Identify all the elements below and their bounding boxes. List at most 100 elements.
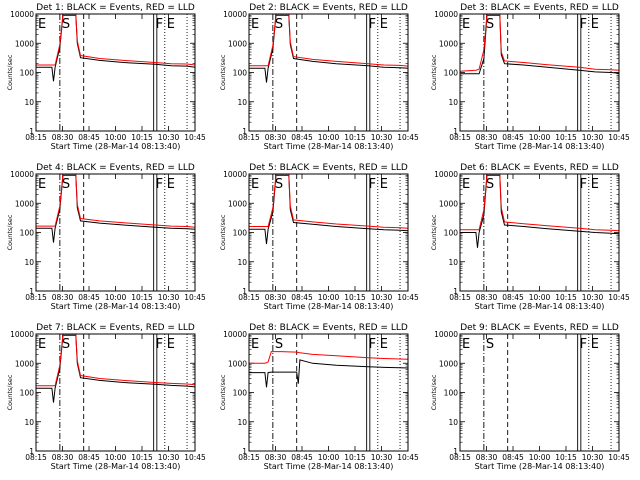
x-tick-label: 08:15 [238,453,260,462]
x-tick-label: 08:30 [52,293,74,302]
panel-title: Det 9: BLACK = Events, RED = LLD [460,323,619,333]
y-tick-label: 100 [20,389,35,398]
x-tick-label: 10:30 [158,453,180,462]
event-marker-label: E [591,177,599,192]
event-marker-label: S [486,177,494,192]
series-events-line [249,14,408,83]
x-axis-label: Start Time (28-Mar-14 08:13:40) [51,302,181,311]
panel-title: Det 2: BLACK = Events, RED = LLD [249,3,408,13]
series-events-line [249,174,408,245]
x-tick-label: 08:30 [52,453,74,462]
panel-det-2: Det 2: BLACK = Events, RED = LLD 1 10 100 10… [219,3,419,151]
x-tick-label: 08:45 [78,293,100,302]
panel-det-1: Det 1: BLACK = Events, RED = LLD 1 10 100 10… [6,3,206,151]
event-marker-label: F [580,177,587,192]
y-tick-label: 10000 [10,170,34,179]
plot-frame [248,173,409,292]
x-tick-label: 08:45 [78,133,100,142]
plot-frame [459,13,620,132]
x-tick-label: 08:45 [502,293,524,302]
panel-title: Det 5: BLACK = Events, RED = LLD [249,163,408,173]
y-tick-label: 1000 [439,359,458,368]
y-tick-label: 100 [233,389,248,398]
x-tick-label: 08:45 [291,293,313,302]
y-tick-label: 1000 [15,199,34,208]
event-marker-label: E [167,17,175,32]
event-marker-label: S [62,337,70,352]
x-tick-label: 10:45 [608,133,630,142]
y-tick-label: 10 [448,258,458,267]
x-tick-label: 08:15 [449,453,471,462]
y-tick-label: 10 [237,98,247,107]
x-axis-label: Start Time (28-Mar-14 08:13:40) [475,302,605,311]
y-tick-label: 10 [237,258,247,267]
panel-det-3: Det 3: BLACK = Events, RED = LLD 1 10 100 10… [430,3,630,151]
panel-det-7: Det 7: BLACK = Events, RED = LLD 1 10 100 10… [6,323,206,471]
event-marker-label: E [462,17,470,32]
y-tick-label: 1 [242,447,247,456]
x-tick-label: 08:15 [238,133,260,142]
event-marker-label: F [369,17,376,32]
x-tick-label: 10:45 [184,133,206,142]
x-tick-label: 10:00 [318,133,340,142]
y-tick-label: 10 [24,418,34,427]
event-marker-label: F [369,177,376,192]
x-tick-label: 08:30 [476,453,498,462]
panel-title: Det 3: BLACK = Events, RED = LLD [460,3,619,13]
y-axis-label: Counts/sec [6,54,14,90]
y-tick-label: 100 [444,229,459,238]
y-tick-label: 100 [233,229,248,238]
x-tick-label: 10:30 [158,293,180,302]
x-tick-label: 08:15 [25,133,47,142]
y-axis-label: Counts/sec [430,54,438,90]
x-tick-label: 10:30 [371,453,393,462]
series-events-line [460,174,619,248]
y-tick-label: 10000 [10,10,34,19]
x-tick-label: 08:15 [25,453,47,462]
x-tick-label: 10:45 [397,293,419,302]
series-lld-line [460,174,619,232]
y-tick-label: 1000 [15,359,34,368]
y-tick-label: 1000 [228,359,247,368]
y-tick-label: 100 [444,69,459,78]
x-tick-label: 10:30 [371,293,393,302]
x-tick-label: 08:30 [476,293,498,302]
y-axis-label: Counts/sec [430,214,438,250]
event-marker-label: S [275,17,283,32]
panel-det-9: Det 9: BLACK = Events, RED = LLD 1 10 100 10… [430,323,630,471]
event-marker-label: E [38,177,46,192]
event-marker-label: F [156,17,163,32]
y-tick-label: 1 [242,287,247,296]
event-marker-label: E [591,337,599,352]
x-tick-label: 10:45 [608,293,630,302]
y-tick-label: 1000 [15,39,34,48]
y-axis-label: Counts/sec [6,374,14,410]
x-tick-label: 10:15 [131,453,153,462]
series-lld-line [249,351,408,364]
x-tick-label: 08:45 [78,453,100,462]
event-marker-label: F [369,337,376,352]
y-tick-label: 10000 [434,10,458,19]
x-tick-label: 10:45 [397,453,419,462]
panel-det-4: Det 4: BLACK = Events, RED = LLD 1 10 100 10… [6,163,206,311]
y-tick-label: 10 [448,418,458,427]
series-events-line [36,334,195,403]
plot-frame [248,13,409,132]
event-marker-label: E [251,17,259,32]
series-events-line [36,174,195,243]
x-axis-label: Start Time (28-Mar-14 08:13:40) [264,462,394,471]
plot-frame [35,333,196,452]
x-tick-label: 10:15 [555,293,577,302]
event-marker-label: E [591,17,599,32]
x-axis-label: Start Time (28-Mar-14 08:13:40) [264,142,394,151]
series-events-line [36,14,195,82]
x-tick-label: 10:00 [529,293,551,302]
x-axis-label: Start Time (28-Mar-14 08:13:40) [475,142,605,151]
x-tick-label: 10:00 [105,133,127,142]
x-tick-label: 10:00 [318,453,340,462]
x-tick-label: 10:15 [555,453,577,462]
panel-det-6: Det 6: BLACK = Events, RED = LLD 1 10 100 10… [430,163,630,311]
x-tick-label: 08:30 [265,453,287,462]
y-tick-label: 10 [237,418,247,427]
y-tick-label: 1 [29,447,34,456]
